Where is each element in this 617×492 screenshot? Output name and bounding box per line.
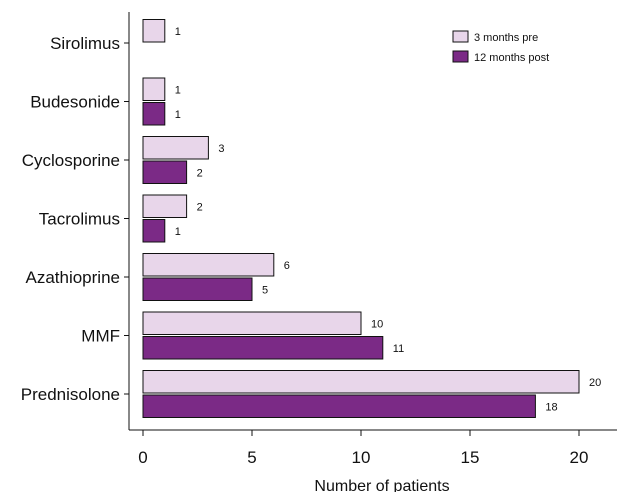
data-label-prednisolone-12-months-post: 18 (545, 401, 557, 413)
bar-mmf-12-months-post (142, 336, 384, 360)
bar-azathioprine-3-months-pre (142, 253, 275, 277)
category-label-sirolimus: Sirolimus (50, 34, 120, 53)
x-tick-label-20: 20 (570, 448, 589, 467)
data-label-azathioprine-3-months-pre: 6 (284, 260, 290, 272)
data-label-cyclosporine-3-months-pre: 3 (218, 143, 224, 155)
labels-group: Sirolimus1Budesonide11Cyclosporine32Tacr… (21, 26, 602, 414)
data-label-sirolimus-3-months-pre: 1 (175, 26, 181, 38)
bar-budesonide-12-months-post (142, 102, 166, 126)
legend-swatch-3-months-pre (452, 30, 469, 43)
x-axis-title: Number of patients (314, 478, 449, 492)
bar-cyclosporine-3-months-pre (142, 136, 209, 160)
bar-prednisolone-3-months-pre (142, 370, 580, 394)
data-label-azathioprine-12-months-post: 5 (262, 284, 268, 296)
category-label-azathioprine: Azathioprine (25, 268, 120, 287)
bars-group (142, 19, 580, 418)
legend-swatch-12-months-post (452, 50, 469, 63)
bar-azathioprine-12-months-post (142, 277, 253, 301)
legend-label-3-months-pre: 3 months pre (474, 32, 538, 44)
data-label-tacrolimus-3-months-pre: 2 (197, 201, 203, 213)
ticks-group: 0 5 10 15 20 (124, 42, 589, 467)
bar-tacrolimus-12-months-post (142, 219, 166, 243)
data-label-budesonide-3-months-pre: 1 (175, 84, 181, 96)
data-label-mmf-3-months-pre: 10 (371, 318, 383, 330)
data-label-prednisolone-3-months-pre: 20 (589, 377, 601, 389)
data-label-budesonide-12-months-post: 1 (175, 109, 181, 121)
bar-prednisolone-12-months-post (142, 394, 536, 418)
x-tick-label-15: 15 (461, 448, 480, 467)
category-label-tacrolimus: Tacrolimus (39, 210, 120, 229)
bar-cyclosporine-12-months-post (142, 160, 188, 184)
x-tick-label-10: 10 (352, 448, 371, 467)
x-tick-label-5: 5 (247, 448, 256, 467)
data-label-tacrolimus-12-months-post: 1 (175, 226, 181, 238)
category-label-prednisolone: Prednisolone (21, 385, 120, 404)
legend: 3 months pre 12 months post (452, 30, 549, 64)
bar-tacrolimus-3-months-pre (142, 194, 188, 218)
bar-sirolimus-3-months-pre (142, 19, 166, 43)
legend-label-12-months-post: 12 months post (474, 52, 549, 64)
category-label-cyclosporine: Cyclosporine (22, 151, 120, 170)
bar-budesonide-3-months-pre (142, 77, 166, 101)
data-label-mmf-12-months-post: 11 (393, 343, 404, 355)
x-tick-label-0: 0 (138, 448, 147, 467)
data-label-cyclosporine-12-months-post: 2 (197, 167, 203, 179)
category-label-mmf: MMF (81, 327, 120, 346)
bar-mmf-3-months-pre (142, 311, 362, 335)
category-label-budesonide: Budesonide (30, 93, 120, 112)
